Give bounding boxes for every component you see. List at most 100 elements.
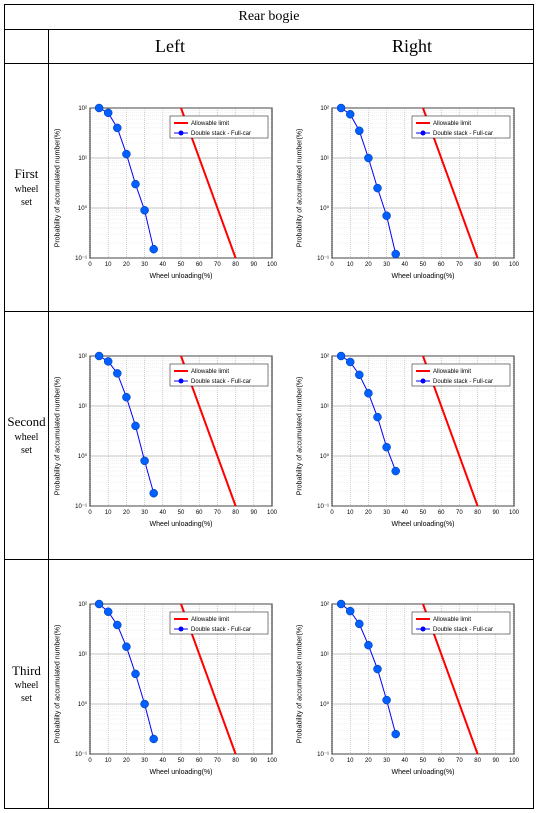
svg-text:30: 30 xyxy=(141,758,148,764)
svg-text:Double stack - Full-car: Double stack - Full-car xyxy=(191,627,251,633)
svg-text:20: 20 xyxy=(365,262,372,268)
svg-text:10²: 10² xyxy=(78,602,87,608)
svg-text:10: 10 xyxy=(347,758,354,764)
x-axis-label: Wheel unloading(%) xyxy=(391,521,454,528)
svg-text:20: 20 xyxy=(123,758,130,764)
svg-text:0: 0 xyxy=(88,758,92,764)
svg-text:70: 70 xyxy=(456,510,463,516)
svg-text:Allowable limit: Allowable limit xyxy=(433,369,471,375)
svg-text:40: 40 xyxy=(159,758,166,764)
figure-grid: Rear bogie Left Right Firstwheelset01020… xyxy=(4,4,534,809)
svg-text:50: 50 xyxy=(420,510,427,516)
svg-text:Double stack - Full-car: Double stack - Full-car xyxy=(433,379,493,385)
svg-text:30: 30 xyxy=(383,510,390,516)
svg-text:80: 80 xyxy=(232,262,239,268)
svg-text:0: 0 xyxy=(330,262,334,268)
chart-cell: 010203040506070809010010⁻¹10⁰10¹10²Allow… xyxy=(49,312,291,559)
svg-text:Allowable limit: Allowable limit xyxy=(433,617,471,623)
chart-cell: 010203040506070809010010⁻¹10⁰10¹10²Allow… xyxy=(291,312,533,559)
y-axis-label: Probability of accumulated number(%) xyxy=(297,625,304,744)
svg-text:80: 80 xyxy=(232,758,239,764)
svg-text:50: 50 xyxy=(420,262,427,268)
svg-text:30: 30 xyxy=(383,758,390,764)
svg-text:70: 70 xyxy=(214,758,221,764)
svg-text:10¹: 10¹ xyxy=(78,156,87,162)
svg-text:50: 50 xyxy=(178,262,185,268)
svg-text:0: 0 xyxy=(88,262,92,268)
svg-text:40: 40 xyxy=(401,510,408,516)
svg-text:20: 20 xyxy=(365,758,372,764)
svg-text:10⁻¹: 10⁻¹ xyxy=(317,752,329,758)
chart-row: Secondwheelset010203040506070809010010⁻¹… xyxy=(5,312,533,560)
table-title: Rear bogie xyxy=(5,5,533,30)
svg-text:10⁰: 10⁰ xyxy=(78,453,88,460)
svg-text:10¹: 10¹ xyxy=(78,652,87,658)
svg-text:40: 40 xyxy=(401,262,408,268)
svg-text:70: 70 xyxy=(456,262,463,268)
svg-text:90: 90 xyxy=(492,510,499,516)
svg-text:90: 90 xyxy=(492,758,499,764)
svg-text:10: 10 xyxy=(347,510,354,516)
row-label: Firstwheelset xyxy=(5,64,49,311)
svg-text:50: 50 xyxy=(420,758,427,764)
svg-text:Allowable limit: Allowable limit xyxy=(191,617,229,623)
chart-cell: 010203040506070809010010⁻¹10⁰10¹10²Allow… xyxy=(291,64,533,311)
svg-text:40: 40 xyxy=(159,262,166,268)
svg-text:60: 60 xyxy=(438,262,445,268)
probability-chart: 010203040506070809010010⁻¹10⁰10¹10²Allow… xyxy=(302,346,522,526)
row-label: Thirdwheelset xyxy=(5,560,49,808)
svg-text:100: 100 xyxy=(267,510,278,516)
svg-text:40: 40 xyxy=(159,510,166,516)
svg-text:90: 90 xyxy=(250,758,257,764)
probability-chart: 010203040506070809010010⁻¹10⁰10¹10²Allow… xyxy=(302,594,522,774)
y-axis-label: Probability of accumulated number(%) xyxy=(55,128,62,247)
probability-chart: 010203040506070809010010⁻¹10⁰10¹10²Allow… xyxy=(60,346,280,526)
svg-text:Double stack - Full-car: Double stack - Full-car xyxy=(191,131,251,137)
probability-chart: 010203040506070809010010⁻¹10⁰10¹10²Allow… xyxy=(60,98,280,278)
svg-text:10: 10 xyxy=(105,510,112,516)
chart-cell: 010203040506070809010010⁻¹10⁰10¹10²Allow… xyxy=(49,560,291,808)
svg-text:10⁰: 10⁰ xyxy=(78,701,88,708)
svg-text:80: 80 xyxy=(474,262,481,268)
svg-text:0: 0 xyxy=(330,758,334,764)
chart-row: Thirdwheelset010203040506070809010010⁻¹1… xyxy=(5,560,533,808)
x-axis-label: Wheel unloading(%) xyxy=(149,521,212,528)
svg-text:60: 60 xyxy=(438,510,445,516)
svg-text:10¹: 10¹ xyxy=(320,652,329,658)
svg-text:60: 60 xyxy=(196,758,203,764)
svg-text:10⁰: 10⁰ xyxy=(320,453,330,460)
svg-text:60: 60 xyxy=(196,510,203,516)
svg-text:10²: 10² xyxy=(320,106,329,112)
svg-text:90: 90 xyxy=(492,262,499,268)
svg-text:Allowable limit: Allowable limit xyxy=(433,121,471,127)
svg-text:100: 100 xyxy=(509,758,520,764)
svg-text:70: 70 xyxy=(456,758,463,764)
svg-text:20: 20 xyxy=(365,510,372,516)
svg-text:30: 30 xyxy=(141,262,148,268)
x-axis-label: Wheel unloading(%) xyxy=(149,273,212,280)
corner-cell xyxy=(5,30,49,63)
svg-text:100: 100 xyxy=(267,758,278,764)
svg-text:30: 30 xyxy=(141,510,148,516)
svg-text:10¹: 10¹ xyxy=(320,404,329,410)
svg-text:10¹: 10¹ xyxy=(78,404,87,410)
svg-text:20: 20 xyxy=(123,510,130,516)
svg-text:10: 10 xyxy=(105,758,112,764)
svg-text:Double stack - Full-car: Double stack - Full-car xyxy=(433,627,493,633)
svg-text:60: 60 xyxy=(438,758,445,764)
probability-chart: 010203040506070809010010⁻¹10⁰10¹10²Allow… xyxy=(60,594,280,774)
chart-cell: 010203040506070809010010⁻¹10⁰10¹10²Allow… xyxy=(49,64,291,311)
svg-text:Double stack - Full-car: Double stack - Full-car xyxy=(191,379,251,385)
svg-text:0: 0 xyxy=(330,510,334,516)
y-axis-label: Probability of accumulated number(%) xyxy=(297,128,304,247)
svg-text:100: 100 xyxy=(267,262,278,268)
svg-text:10⁰: 10⁰ xyxy=(78,205,88,212)
y-axis-label: Probability of accumulated number(%) xyxy=(55,625,62,744)
svg-text:20: 20 xyxy=(123,262,130,268)
col-header-left: Left xyxy=(49,30,291,63)
svg-text:10⁰: 10⁰ xyxy=(320,701,330,708)
svg-text:10⁻¹: 10⁻¹ xyxy=(317,504,329,510)
svg-text:10⁻¹: 10⁻¹ xyxy=(75,752,87,758)
probability-chart: 010203040506070809010010⁻¹10⁰10¹10²Allow… xyxy=(302,98,522,278)
svg-text:50: 50 xyxy=(178,510,185,516)
